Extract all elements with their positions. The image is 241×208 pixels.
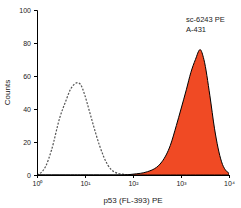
tick-label: 40 — [23, 106, 31, 113]
x-axis-title: p53 (FL-393) PE — [103, 196, 162, 205]
tick-mark — [85, 175, 86, 178]
tick-label: 10¹ — [80, 180, 91, 187]
tick: 10⁴ — [224, 175, 235, 187]
tick-label: 60 — [23, 73, 31, 80]
tick-mark — [229, 175, 230, 178]
tick: 10¹ — [80, 175, 91, 187]
tick-label: 10⁴ — [224, 180, 235, 187]
chart: 10⁰ 10¹ 10² 10³ 10⁴ 0 20 40 60 80 100 p53 (FL-393) … — [0, 0, 241, 208]
histogram-area — [37, 50, 229, 175]
tick-mark — [34, 43, 37, 44]
tick: 100 — [19, 7, 37, 14]
tick-mark — [34, 10, 37, 11]
tick: 10⁰ — [33, 175, 44, 187]
tick: 0 — [27, 172, 37, 179]
tick-label: 10⁰ — [33, 180, 44, 187]
axis-line — [38, 176, 230, 179]
tick-label: 20 — [23, 139, 31, 146]
tick-label: 80 — [23, 40, 31, 47]
tick: 20 — [23, 139, 37, 146]
tick-mark — [34, 109, 37, 110]
annotation: sc-6243 PE — [186, 15, 225, 24]
tick-mark — [34, 76, 37, 77]
tick: 80 — [23, 40, 37, 47]
tick: 60 — [23, 73, 37, 80]
axis-line — [34, 11, 38, 176]
tick-mark — [34, 175, 37, 176]
plot: 10⁰ 10¹ 10² 10³ 10⁴ 0 20 40 60 80 100 — [19, 7, 235, 187]
tick-label: 0 — [27, 172, 31, 179]
tick-label: 10³ — [176, 180, 187, 187]
tick: 10³ — [176, 175, 187, 187]
y-axis-title: Counts — [3, 80, 12, 105]
tick: 40 — [23, 106, 37, 113]
tick-mark — [133, 175, 134, 178]
tick-mark — [34, 142, 37, 143]
tick-label: 100 — [19, 7, 31, 14]
y-axis: 0 20 40 60 80 100 — [19, 7, 37, 179]
x-axis: 10⁰ 10¹ 10² 10³ 10⁴ — [33, 175, 235, 187]
tick-mark — [181, 175, 182, 178]
tick-label: 10² — [128, 180, 139, 187]
annotation: A-431 — [186, 25, 206, 34]
marks — [37, 50, 229, 175]
tick: 10² — [128, 175, 139, 187]
